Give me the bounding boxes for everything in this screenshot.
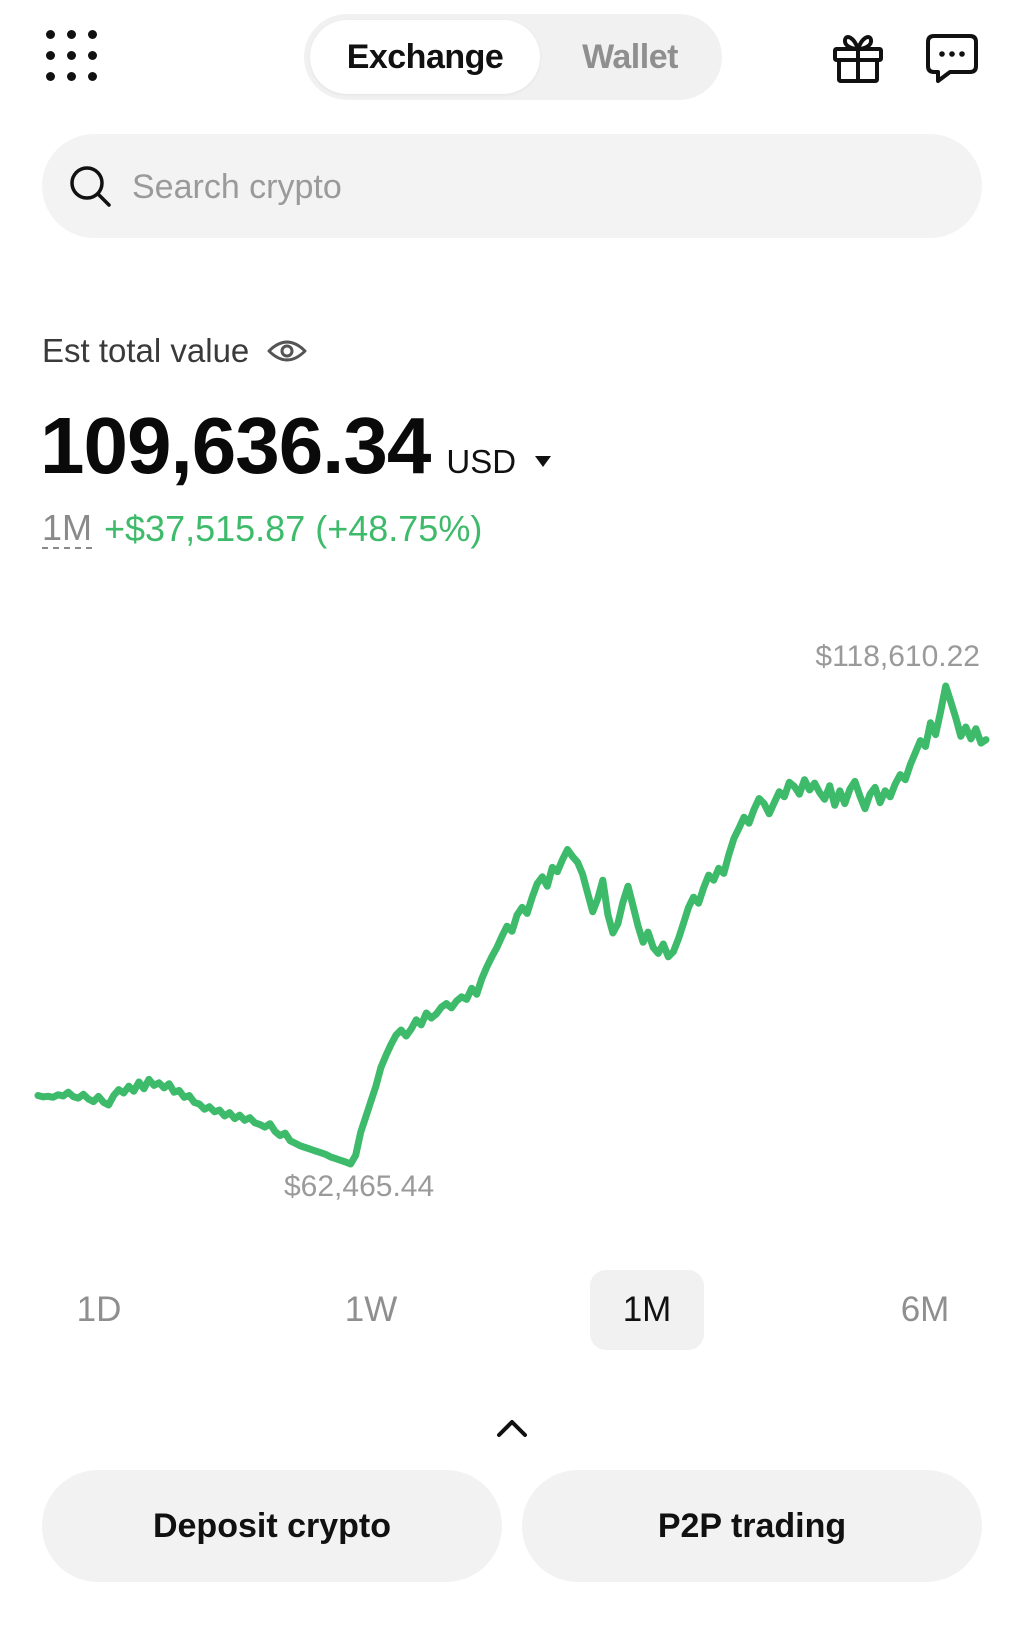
range-6m[interactable]: 6M <box>900 1290 950 1329</box>
apps-grid-icon[interactable] <box>46 30 100 84</box>
p2p-trading-button[interactable]: P2P trading <box>522 1470 982 1582</box>
range-selector: 1D 1W 1M 6M <box>0 1270 1024 1350</box>
change-row: 1M +$37,515.87 (+48.75%) <box>42 508 482 550</box>
currency-selector[interactable]: USD <box>446 443 552 481</box>
portfolio-chart[interactable] <box>0 610 1024 1210</box>
chart-low-label: $62,465.44 <box>284 1170 435 1203</box>
caret-down-icon <box>535 456 552 467</box>
search-bar[interactable] <box>42 134 982 240</box>
deposit-crypto-button[interactable]: Deposit crypto <box>42 1470 502 1582</box>
search-input[interactable] <box>130 134 954 240</box>
eye-icon[interactable] <box>267 337 307 365</box>
currency-label: USD <box>446 443 517 480</box>
range-1w[interactable]: 1W <box>344 1290 398 1329</box>
chart-high-label: $118,610.22 <box>815 640 980 673</box>
range-1m[interactable]: 1M <box>590 1270 704 1350</box>
period-link[interactable]: 1M <box>42 507 93 549</box>
total-value-label-text: Est total value <box>42 332 250 369</box>
chart-series-line <box>34 682 990 1168</box>
chevron-up-icon[interactable] <box>496 1418 528 1438</box>
search-icon <box>70 166 111 207</box>
tab-exchange[interactable]: Exchange <box>310 20 540 94</box>
top-bar: Exchange Wallet <box>0 0 1024 118</box>
total-amount: 109,636.34 <box>40 401 431 490</box>
tab-wallet[interactable]: Wallet <box>582 37 678 76</box>
mode-switcher: Exchange Wallet <box>304 14 722 100</box>
gift-icon[interactable] <box>830 30 886 86</box>
total-value: 109,636.34 USD <box>40 400 552 492</box>
total-value-label: Est total value <box>42 332 307 370</box>
chat-icon[interactable] <box>924 30 980 86</box>
range-1d[interactable]: 1D <box>76 1290 122 1329</box>
change-value: +$37,515.87 (+48.75%) <box>104 508 483 549</box>
